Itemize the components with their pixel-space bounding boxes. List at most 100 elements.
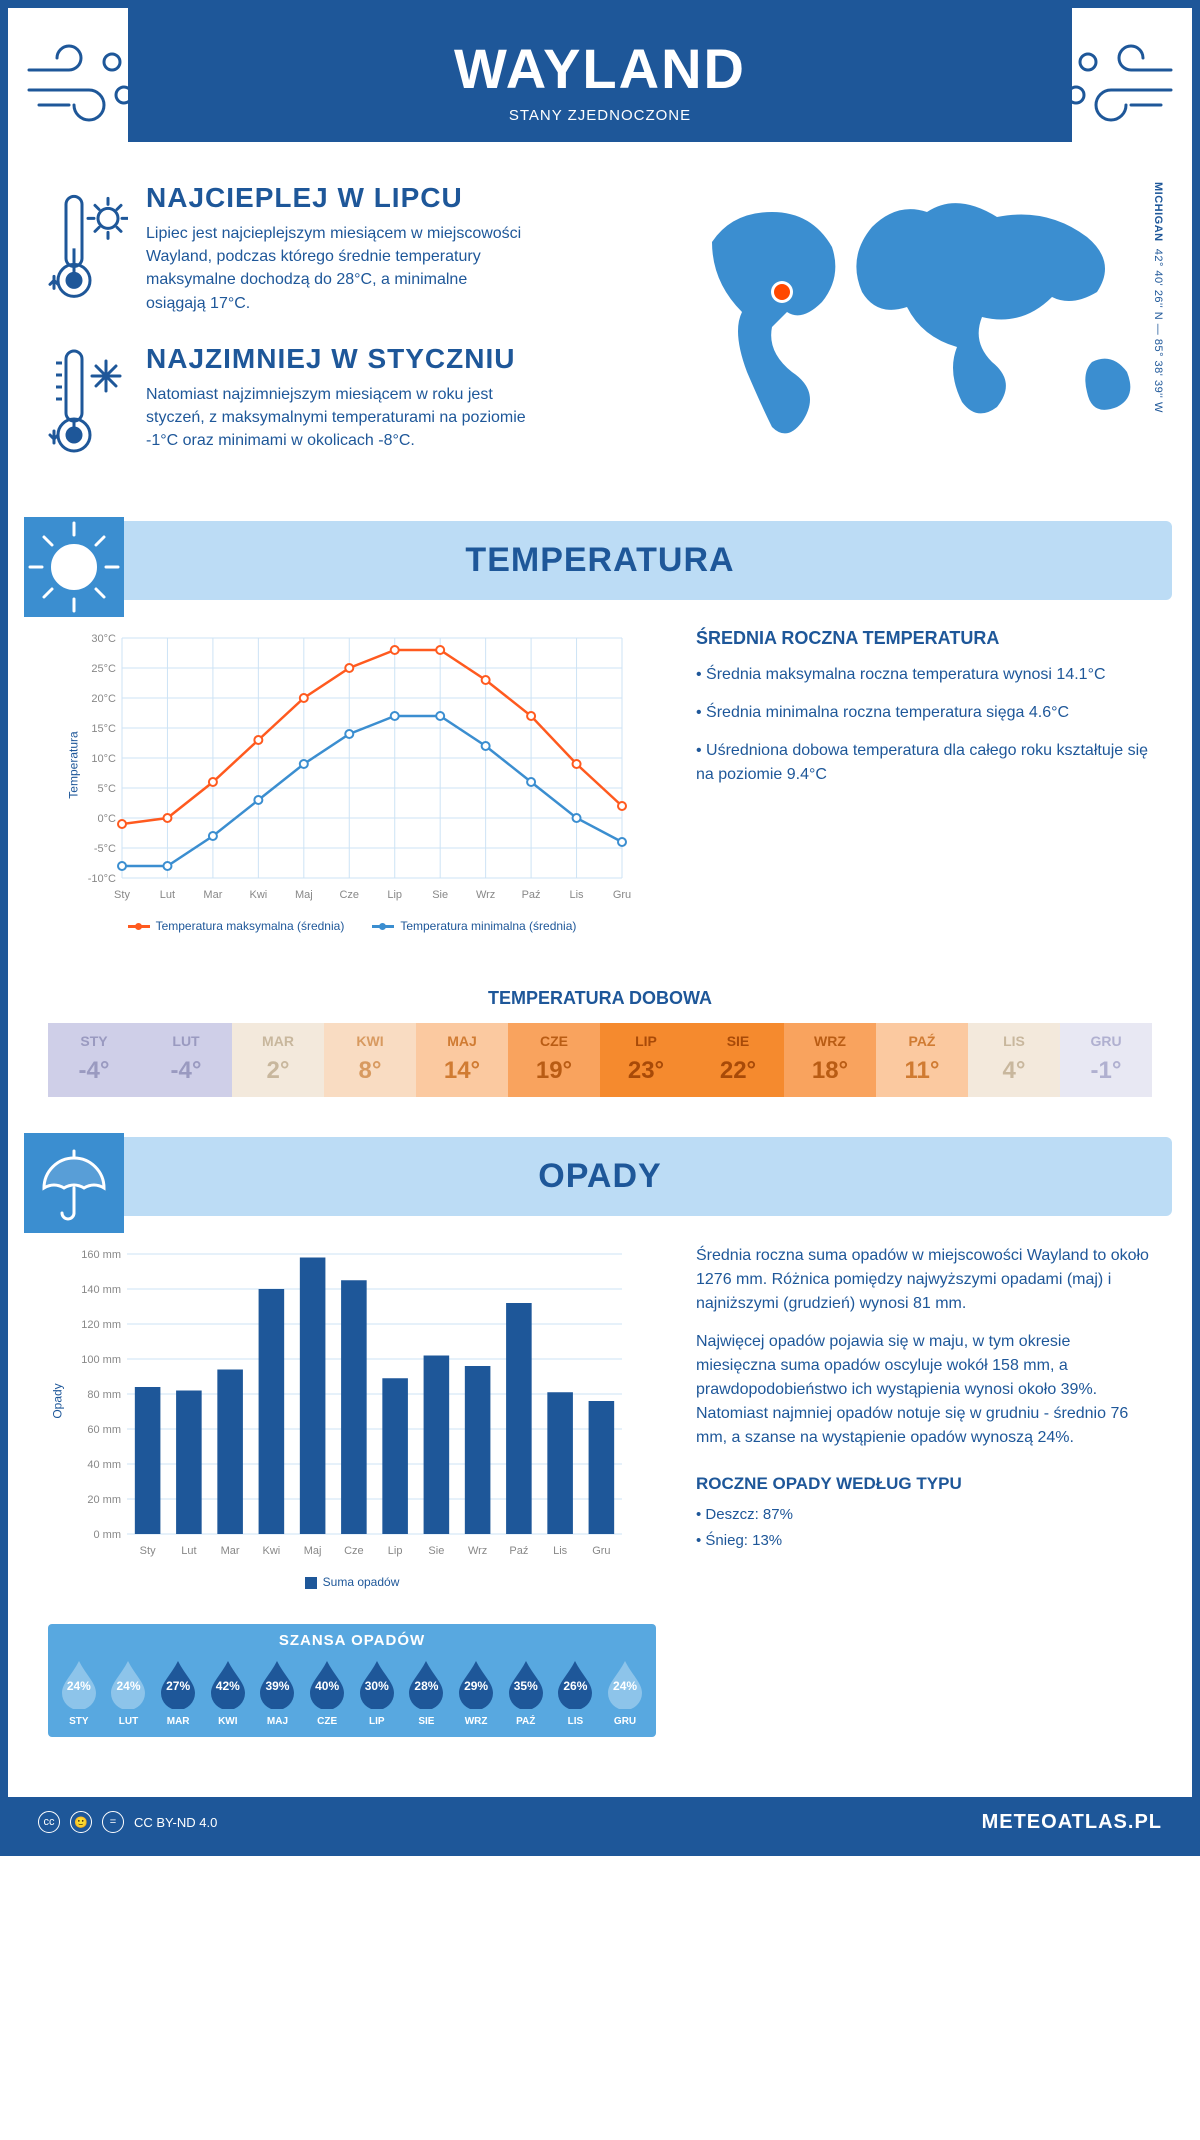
- rain-drop: 39%MAJ: [256, 1657, 298, 1727]
- site-name: METEOATLAS.PL: [982, 1811, 1162, 1834]
- svg-text:30°C: 30°C: [91, 633, 116, 645]
- rain-para: Średnia roczna suma opadów w miejscowośc…: [696, 1244, 1152, 1316]
- svg-text:0 mm: 0 mm: [94, 1529, 122, 1541]
- svg-text:-5°C: -5°C: [94, 843, 116, 855]
- page-title: WAYLAND: [128, 36, 1072, 101]
- hot-block: NAJCIEPLEJ W LIPCU Lipiec jest najcieple…: [48, 182, 642, 315]
- svg-text:25°C: 25°C: [91, 663, 116, 675]
- umbrella-icon: [24, 1133, 124, 1233]
- svg-text:Lis: Lis: [570, 889, 585, 901]
- wind-icon: [1056, 40, 1176, 130]
- svg-text:100 mm: 100 mm: [81, 1354, 121, 1366]
- daily-cell: LUT-4°: [140, 1023, 232, 1097]
- svg-text:120 mm: 120 mm: [81, 1319, 121, 1331]
- chance-title: SZANSA OPADÓW: [48, 1632, 656, 1649]
- world-map: MICHIGAN 42° 40' 26'' N — 85° 38' 39'' W: [672, 182, 1152, 491]
- svg-text:Sie: Sie: [432, 889, 448, 901]
- rain-type-title: ROCZNE OPADY WEDŁUG TYPU: [696, 1474, 1152, 1494]
- temperature-section-header: TEMPERATURA: [28, 521, 1172, 600]
- cold-text: Natomiast najzimniejszym miesiącem w rok…: [146, 383, 526, 453]
- temperature-title: TEMPERATURA: [28, 541, 1172, 580]
- page-subtitle: STANY ZJEDNOCZONE: [128, 107, 1072, 124]
- hot-text: Lipiec jest najcieplejszym miesiącem w m…: [146, 222, 526, 315]
- summary-bullet: • Średnia minimalna roczna temperatura s…: [696, 701, 1152, 725]
- daily-cell: GRU-1°: [1060, 1023, 1152, 1097]
- svg-text:Wrz: Wrz: [476, 889, 495, 901]
- page-footer: cc 🙂 = CC BY-ND 4.0 METEOATLAS.PL: [8, 1797, 1192, 1848]
- daily-cell: LIS4°: [968, 1023, 1060, 1097]
- svg-text:Gru: Gru: [613, 889, 631, 901]
- daily-cell: KWI8°: [324, 1023, 416, 1097]
- svg-text:20 mm: 20 mm: [87, 1494, 121, 1506]
- svg-text:Mar: Mar: [221, 1545, 240, 1557]
- wind-icon: [24, 40, 144, 130]
- license-text: CC BY-ND 4.0: [134, 1815, 217, 1830]
- cold-block: NAJZIMNIEJ W STYCZNIU Natomiast najzimni…: [48, 343, 642, 463]
- svg-text:Gru: Gru: [592, 1545, 610, 1557]
- svg-text:Cze: Cze: [339, 889, 359, 901]
- summary-bullet: • Uśredniona dobowa temperatura dla całe…: [696, 739, 1152, 787]
- svg-text:Lut: Lut: [160, 889, 175, 901]
- svg-text:Kwi: Kwi: [263, 1545, 281, 1557]
- rain-chance-box: SZANSA OPADÓW 24%STY24%LUT27%MAR42%KWI39…: [48, 1624, 656, 1737]
- rain-summary: Średnia roczna suma opadów w miejscowośc…: [696, 1244, 1152, 1737]
- svg-text:Lip: Lip: [388, 1545, 403, 1557]
- svg-text:80 mm: 80 mm: [87, 1389, 121, 1401]
- daily-cell: LIP23°: [600, 1023, 692, 1097]
- page-header: WAYLAND STANY ZJEDNOCZONE: [128, 8, 1072, 142]
- rain-para: Najwięcej opadów pojawia się w maju, w t…: [696, 1330, 1152, 1450]
- bar-legend: Suma opadów: [48, 1575, 656, 1589]
- svg-text:Paź: Paź: [522, 889, 541, 901]
- rain-drop: 24%STY: [58, 1657, 100, 1727]
- svg-text:140 mm: 140 mm: [81, 1284, 121, 1296]
- rain-section-header: OPADY: [28, 1137, 1172, 1216]
- temperature-content: Temperatura -10°C-5°C0°C5°C10°C15°C20°C2…: [8, 628, 1192, 978]
- cold-title: NAJZIMNIEJ W STYCZNIU: [146, 343, 526, 375]
- svg-text:Maj: Maj: [304, 1545, 322, 1557]
- rain-drop: 27%MAR: [157, 1657, 199, 1727]
- summary-bullet: • Średnia maksymalna roczna temperatura …: [696, 663, 1152, 687]
- chart-legend: Temperatura maksymalna (średnia) Tempera…: [48, 919, 656, 933]
- thermometer-hot-icon: [48, 182, 128, 315]
- rain-drop: 29%WRZ: [455, 1657, 497, 1727]
- svg-text:Lut: Lut: [181, 1545, 196, 1557]
- daily-cell: MAJ14°: [416, 1023, 508, 1097]
- svg-text:Lip: Lip: [387, 889, 402, 901]
- rain-drop: 24%LUT: [107, 1657, 149, 1727]
- rain-drop: 30%LIP: [356, 1657, 398, 1727]
- coordinates: MICHIGAN 42° 40' 26'' N — 85° 38' 39'' W: [1152, 182, 1164, 413]
- svg-text:60 mm: 60 mm: [87, 1424, 121, 1436]
- summary-title: ŚREDNIA ROCZNA TEMPERATURA: [696, 628, 1152, 649]
- svg-text:20°C: 20°C: [91, 693, 116, 705]
- svg-text:160 mm: 160 mm: [81, 1249, 121, 1261]
- thermometer-cold-icon: [48, 343, 128, 463]
- daily-temp-row: STY-4°LUT-4°MAR2°KWI8°MAJ14°CZE19°LIP23°…: [48, 1023, 1152, 1097]
- daily-cell: STY-4°: [48, 1023, 140, 1097]
- hot-title: NAJCIEPLEJ W LIPCU: [146, 182, 526, 214]
- rain-drop: 35%PAŹ: [505, 1657, 547, 1727]
- svg-text:Kwi: Kwi: [249, 889, 267, 901]
- cc-icon: cc: [38, 1811, 60, 1833]
- svg-text:Sty: Sty: [140, 1545, 156, 1557]
- svg-text:Wrz: Wrz: [468, 1545, 487, 1557]
- rain-content: Opady 0 mm20 mm40 mm60 mm80 mm100 mm120 …: [8, 1244, 1192, 1767]
- chart-y-title: Temperatura: [67, 731, 81, 798]
- rain-title: OPADY: [28, 1157, 1172, 1196]
- svg-text:Sie: Sie: [428, 1545, 444, 1557]
- rain-drop: 26%LIS: [554, 1657, 596, 1727]
- svg-text:Maj: Maj: [295, 889, 313, 901]
- rain-drop: 42%KWI: [207, 1657, 249, 1727]
- daily-cell: SIE22°: [692, 1023, 784, 1097]
- svg-text:0°C: 0°C: [98, 813, 117, 825]
- svg-text:5°C: 5°C: [98, 783, 117, 795]
- rain-type-rain: • Deszcz: 87%: [696, 1504, 1152, 1527]
- temperature-summary: ŚREDNIA ROCZNA TEMPERATURA • Średnia mak…: [696, 628, 1152, 948]
- rain-type-snow: • Śnieg: 13%: [696, 1530, 1152, 1553]
- chart-y-title: Opady: [51, 1383, 65, 1418]
- svg-text:10°C: 10°C: [91, 753, 116, 765]
- svg-text:-10°C: -10°C: [88, 873, 116, 885]
- nd-icon: =: [102, 1811, 124, 1833]
- rain-bar-chart: Opady 0 mm20 mm40 mm60 mm80 mm100 mm120 …: [48, 1244, 656, 1604]
- temperature-line-chart: Temperatura -10°C-5°C0°C5°C10°C15°C20°C2…: [48, 628, 656, 948]
- intro-section: NAJCIEPLEJ W LIPCU Lipiec jest najcieple…: [8, 162, 1192, 521]
